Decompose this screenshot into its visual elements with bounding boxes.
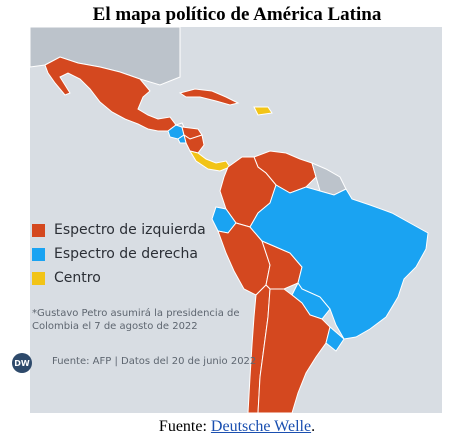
source-link[interactable]: Deutsche Welle	[210, 418, 312, 435]
map-credit: Fuente: AFP | Datos del 20 de junio 2022	[52, 356, 257, 367]
legend-swatch-centre	[32, 271, 45, 285]
hispaniola-centre	[253, 106, 273, 116]
mexico-left	[44, 56, 177, 132]
el-salvador	[177, 134, 187, 144]
argentina-left	[257, 288, 331, 413]
legend-item-left: Espectro de izquierda	[32, 218, 206, 242]
legend-item-right: Espectro de derecha	[32, 242, 206, 266]
map-graphic	[30, 27, 442, 413]
cuba-left	[178, 88, 240, 106]
legend-swatch-left	[32, 223, 45, 237]
dw-logo: DW	[12, 353, 32, 373]
legend-swatch-right	[32, 247, 45, 261]
legend-label-right: Espectro de derecha	[54, 246, 198, 262]
brazil-right	[249, 184, 429, 340]
map-legend: Espectro de izquierda Espectro de derech…	[32, 218, 206, 290]
source-suffix: .	[311, 418, 316, 435]
nicaragua-left	[183, 133, 205, 154]
legend-label-left: Espectro de izquierda	[54, 222, 206, 238]
uruguay-right	[325, 326, 345, 352]
map-title: El mapa político de América Latina	[92, 4, 382, 25]
legend-item-centre: Centro	[32, 266, 206, 290]
map-svg	[30, 27, 429, 413]
costa-rica-panama-centre	[188, 150, 231, 172]
source-caption: Fuente: Deutsche Welle.	[0, 418, 474, 436]
map-footnote: *Gustavo Petro asumirá la presidencia de…	[32, 308, 240, 332]
legend-label-centre: Centro	[54, 270, 101, 286]
source-prefix: Fuente:	[158, 418, 211, 435]
